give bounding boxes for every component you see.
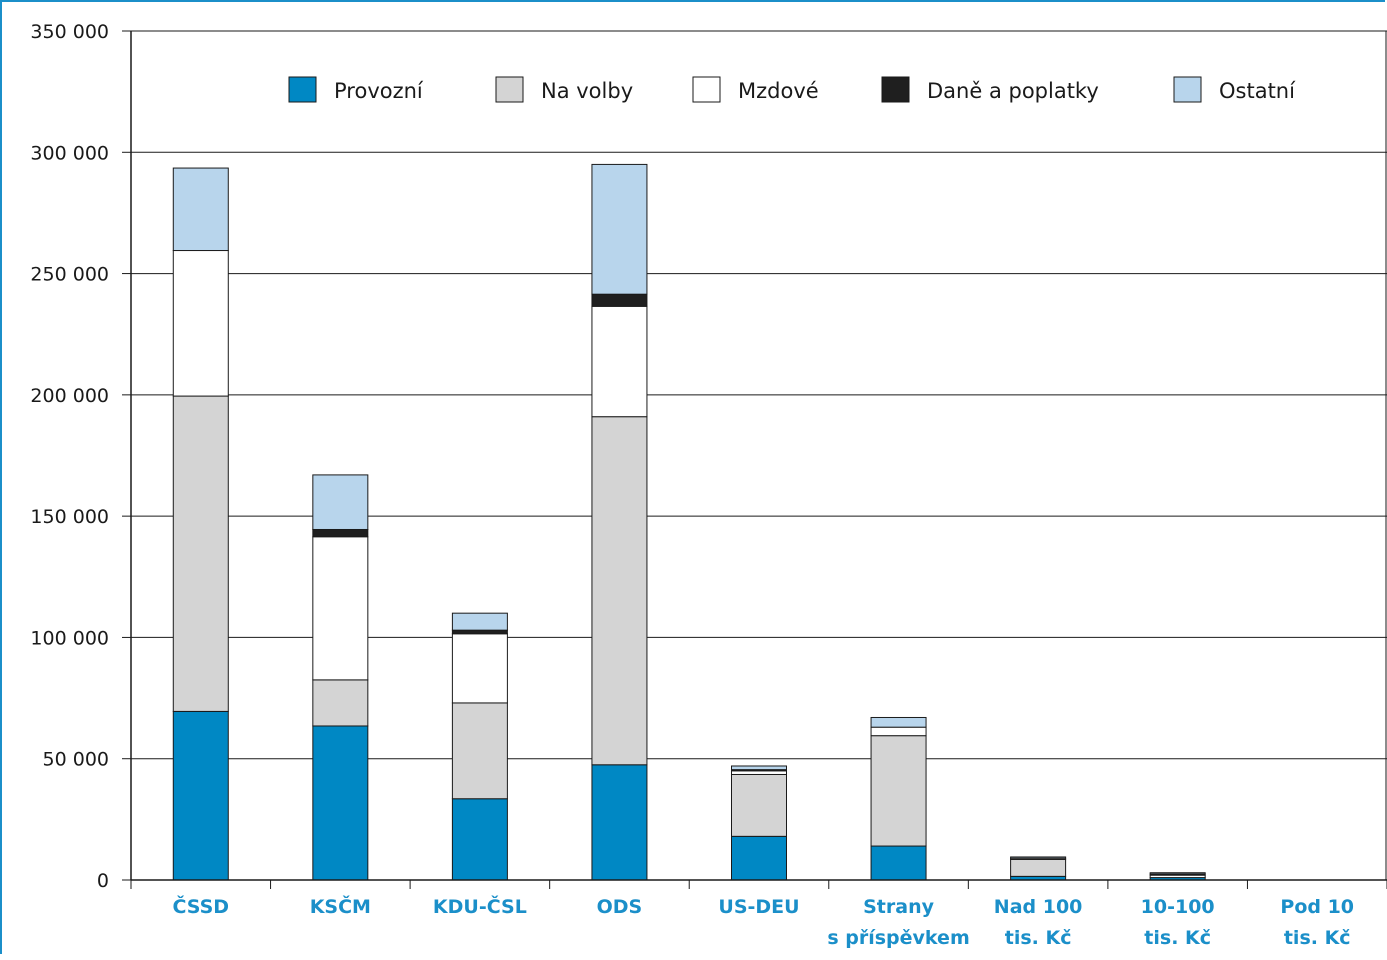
bar-segment-1-2 bbox=[452, 703, 507, 799]
bar-segment-0-0 bbox=[173, 711, 228, 880]
bar-segment-1-0 bbox=[173, 396, 228, 711]
y-tick-label: 350 000 bbox=[30, 21, 109, 43]
bar-segment-4-1 bbox=[313, 475, 368, 530]
legend: Provozní Na volby Mzdové Daně a poplatky Ost… bbox=[289, 77, 1296, 103]
x-tick-label: tis. Kč bbox=[1284, 927, 1351, 949]
bar-segment-3-1 bbox=[313, 529, 368, 536]
y-tick-label: 0 bbox=[97, 870, 109, 892]
y-axis-ticks: 0 50 000 100 000 150 000 200 000 250 000 300 0… bbox=[30, 21, 131, 892]
y-tick-label: 300 000 bbox=[30, 142, 109, 164]
bar-segment-4-0 bbox=[173, 168, 228, 250]
legend-label: Na volby bbox=[541, 79, 633, 103]
legend-swatch bbox=[496, 77, 523, 102]
x-tick-label: Strany bbox=[863, 896, 934, 918]
legend-label: Mzdové bbox=[738, 79, 819, 103]
bar-segment-1-1 bbox=[313, 680, 368, 726]
bar-segment-4-2 bbox=[452, 613, 507, 630]
x-tick-label: ODS bbox=[597, 896, 643, 918]
legend-swatch bbox=[693, 77, 720, 102]
bar-segment-4-4 bbox=[732, 766, 787, 770]
bar-segment-0-2 bbox=[452, 799, 507, 880]
y-tick-label: 150 000 bbox=[30, 506, 109, 528]
bar-segment-2-0 bbox=[173, 251, 228, 397]
bar-segment-0-4 bbox=[732, 836, 787, 880]
legend-label: Daně a poplatky bbox=[927, 79, 1099, 103]
bar-segment-4-5 bbox=[871, 717, 926, 727]
bar-segment-2-3 bbox=[592, 306, 647, 416]
bar-segment-1-6 bbox=[1011, 859, 1066, 876]
x-tick-label: Nad 100 bbox=[994, 896, 1083, 918]
x-tick-label: KSČM bbox=[310, 894, 371, 918]
y-tick-label: 100 000 bbox=[30, 627, 109, 649]
x-tick-label: s příspěvkem bbox=[827, 927, 969, 949]
bar-segment-0-5 bbox=[871, 846, 926, 880]
bar-segment-0-1 bbox=[313, 726, 368, 880]
bar-segment-4-7 bbox=[1150, 873, 1205, 874]
bar-segment-0-3 bbox=[592, 765, 647, 880]
y-tick-label: 250 000 bbox=[30, 264, 109, 286]
x-axis-ticks: ČSSD KSČM KDU-ČSL ODS US-DEU Strany s příspěvk… bbox=[131, 880, 1387, 949]
legend-swatch bbox=[289, 77, 316, 102]
x-tick-label: tis. Kč bbox=[1144, 927, 1211, 949]
x-tick-label: 10-100 bbox=[1141, 896, 1215, 918]
bar-segment-2-2 bbox=[452, 634, 507, 703]
x-tick-label: KDU-ČSL bbox=[433, 894, 527, 918]
bar-segment-1-5 bbox=[871, 736, 926, 846]
x-tick-label: tis. Kč bbox=[1005, 927, 1072, 949]
bar-segment-4-6 bbox=[1011, 857, 1066, 858]
legend-swatch bbox=[882, 77, 909, 102]
bar-segment-1-3 bbox=[592, 417, 647, 765]
y-tick-label: 200 000 bbox=[30, 385, 109, 407]
x-tick-label: US-DEU bbox=[718, 896, 799, 918]
legend-swatch bbox=[1174, 77, 1201, 102]
bar-segment-1-4 bbox=[732, 774, 787, 836]
legend-label: Ostatní bbox=[1219, 79, 1296, 103]
bars bbox=[173, 164, 1205, 880]
x-tick-label: ČSSD bbox=[172, 894, 229, 918]
bar-segment-4-3 bbox=[592, 164, 647, 294]
bar-segment-2-4 bbox=[732, 771, 787, 775]
bar-segment-2-1 bbox=[313, 537, 368, 680]
bar-segment-3-2 bbox=[452, 630, 507, 634]
legend-label: Provozní bbox=[334, 79, 424, 103]
bar-segment-2-5 bbox=[871, 727, 926, 735]
x-tick-label: Pod 10 bbox=[1280, 896, 1354, 918]
bar-segment-3-3 bbox=[592, 294, 647, 306]
y-tick-label: 50 000 bbox=[43, 749, 109, 771]
